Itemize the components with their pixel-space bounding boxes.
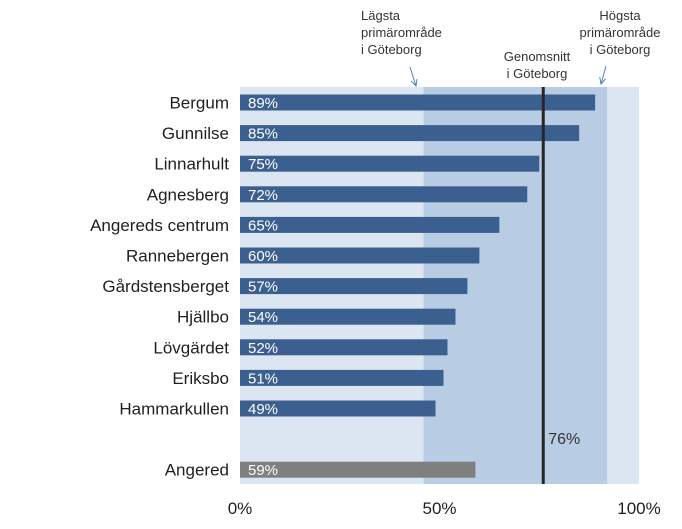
highest-arrow [599,65,607,86]
bar-g-rdstensberget [240,278,468,295]
category-label-hj-llbo: Hjällbo [177,308,229,327]
bar-l-vg-rdet [240,339,448,356]
bar-agnesberg [240,186,528,203]
highest-arrow-head [599,77,606,86]
x-axis-ticks: 0% 50% 100% [228,499,661,518]
category-label-bergum: Bergum [169,94,229,113]
lowest-annotation-line: Lägsta [361,8,401,23]
annotations: Lägsta primärområde i Göteborg Genomsnitt i … [361,8,661,88]
bar-angereds-centrum [240,216,500,233]
average-annotation-line: i Göteborg [507,66,568,81]
category-labels: Bergum Gunnilse Linnarhult Agnesberg Angered… [90,94,229,480]
x-tick-label: 0% [228,499,253,518]
category-label-hammarkullen: Hammarkullen [119,400,229,419]
average-group: 76% [541,87,580,484]
x-tick-label: 100% [617,499,660,518]
lowest-annotation-line: i Göteborg [361,42,422,57]
value-labels: 89% 85% 75% 72% 65% 60% 57% 54% 52% 51% 49% 59% [248,95,278,479]
category-label-linnarhult: Linnarhult [154,155,229,174]
value-label-agnesberg: 72% [248,187,278,204]
highest-annotation-line: i Göteborg [590,42,651,57]
value-label-angereds-centrum: 65% [248,217,278,234]
bar-rannebergen [240,247,480,264]
value-label-linnarhult: 75% [248,156,278,173]
bar-angered [240,461,476,478]
category-label-angered: Angered [165,461,229,480]
category-label-gunnilse: Gunnilse [162,124,229,143]
category-label-l-vg-rdet: Lövgärdet [153,338,229,357]
bar-hj-llbo [240,308,456,325]
lowest-arrow-shaft [409,66,417,87]
value-label-l-vg-rdet: 52% [248,340,278,357]
bar-bergum [240,94,596,111]
average-value-label: 76% [548,431,580,448]
highest-annotation-line: primärområde [580,25,661,40]
highest-arrow-shaft [600,65,607,85]
value-label-gunnilse: 85% [248,126,278,143]
bar-linnarhult [240,155,540,172]
bar-gunnilse [240,125,580,142]
bar-hammarkullen [240,400,436,417]
x-tick-label: 50% [422,499,456,518]
highest-annotation: Högsta primärområde i Göteborg [580,8,661,57]
value-label-rannebergen: 60% [248,248,278,265]
lowest-annotation-line: primärområde [361,25,442,40]
category-label-g-rdstensberget: Gårdstensberget [102,277,229,296]
background-bands [240,87,639,484]
value-label-hammarkullen: 49% [248,401,278,418]
lowest-arrow [409,66,418,88]
category-label-eriksbo: Eriksbo [172,369,229,388]
value-label-g-rdstensberget: 57% [248,279,278,296]
category-label-agnesberg: Agnesberg [147,185,229,204]
value-label-angered: 59% [248,462,278,479]
highest-annotation-line: Högsta [599,8,641,23]
category-label-angereds-centrum: Angereds centrum [90,216,229,235]
average-annotation: Genomsnitt i Göteborg [504,49,571,81]
lowest-arrow-head [410,79,418,88]
category-label-rannebergen: Rannebergen [126,247,229,266]
average-annotation-line: Genomsnitt [504,49,571,64]
value-label-hj-llbo: 54% [248,309,278,326]
value-label-eriksbo: 51% [248,370,278,387]
value-label-bergum: 89% [248,95,278,112]
lowest-annotation: Lägsta primärområde i Göteborg [361,8,442,57]
bar-eriksbo [240,369,444,386]
bars-group [240,94,596,478]
